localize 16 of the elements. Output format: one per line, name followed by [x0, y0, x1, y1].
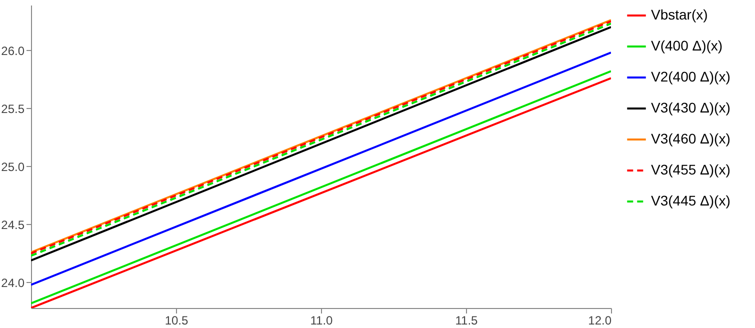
y-tick-label: 25.0: [1, 160, 25, 174]
y-tick-label: 26.0: [1, 44, 25, 58]
x-tick-label: 10.5: [164, 314, 188, 328]
y-tick-label: 24.0: [1, 276, 25, 290]
x-tick-label: 11.0: [310, 314, 334, 328]
y-tick-label: 25.5: [1, 102, 25, 116]
legend-label: V3(455 Δ)(x): [651, 162, 730, 178]
legend-label: V3(430 Δ)(x): [651, 100, 730, 116]
y-tick-label: 24.5: [1, 218, 25, 232]
legend-label: V2(400 Δ)(x): [651, 68, 730, 84]
legend-label: V3(460 Δ)(x): [651, 130, 730, 146]
legend-label: V3(445 Δ)(x): [651, 192, 730, 208]
legend-label: V(400 Δ)(x): [651, 38, 723, 54]
legend-label: Vbstar(x): [651, 6, 708, 22]
x-tick-label: 12.0: [588, 314, 612, 328]
x-tick-label: 11.5: [455, 314, 478, 328]
